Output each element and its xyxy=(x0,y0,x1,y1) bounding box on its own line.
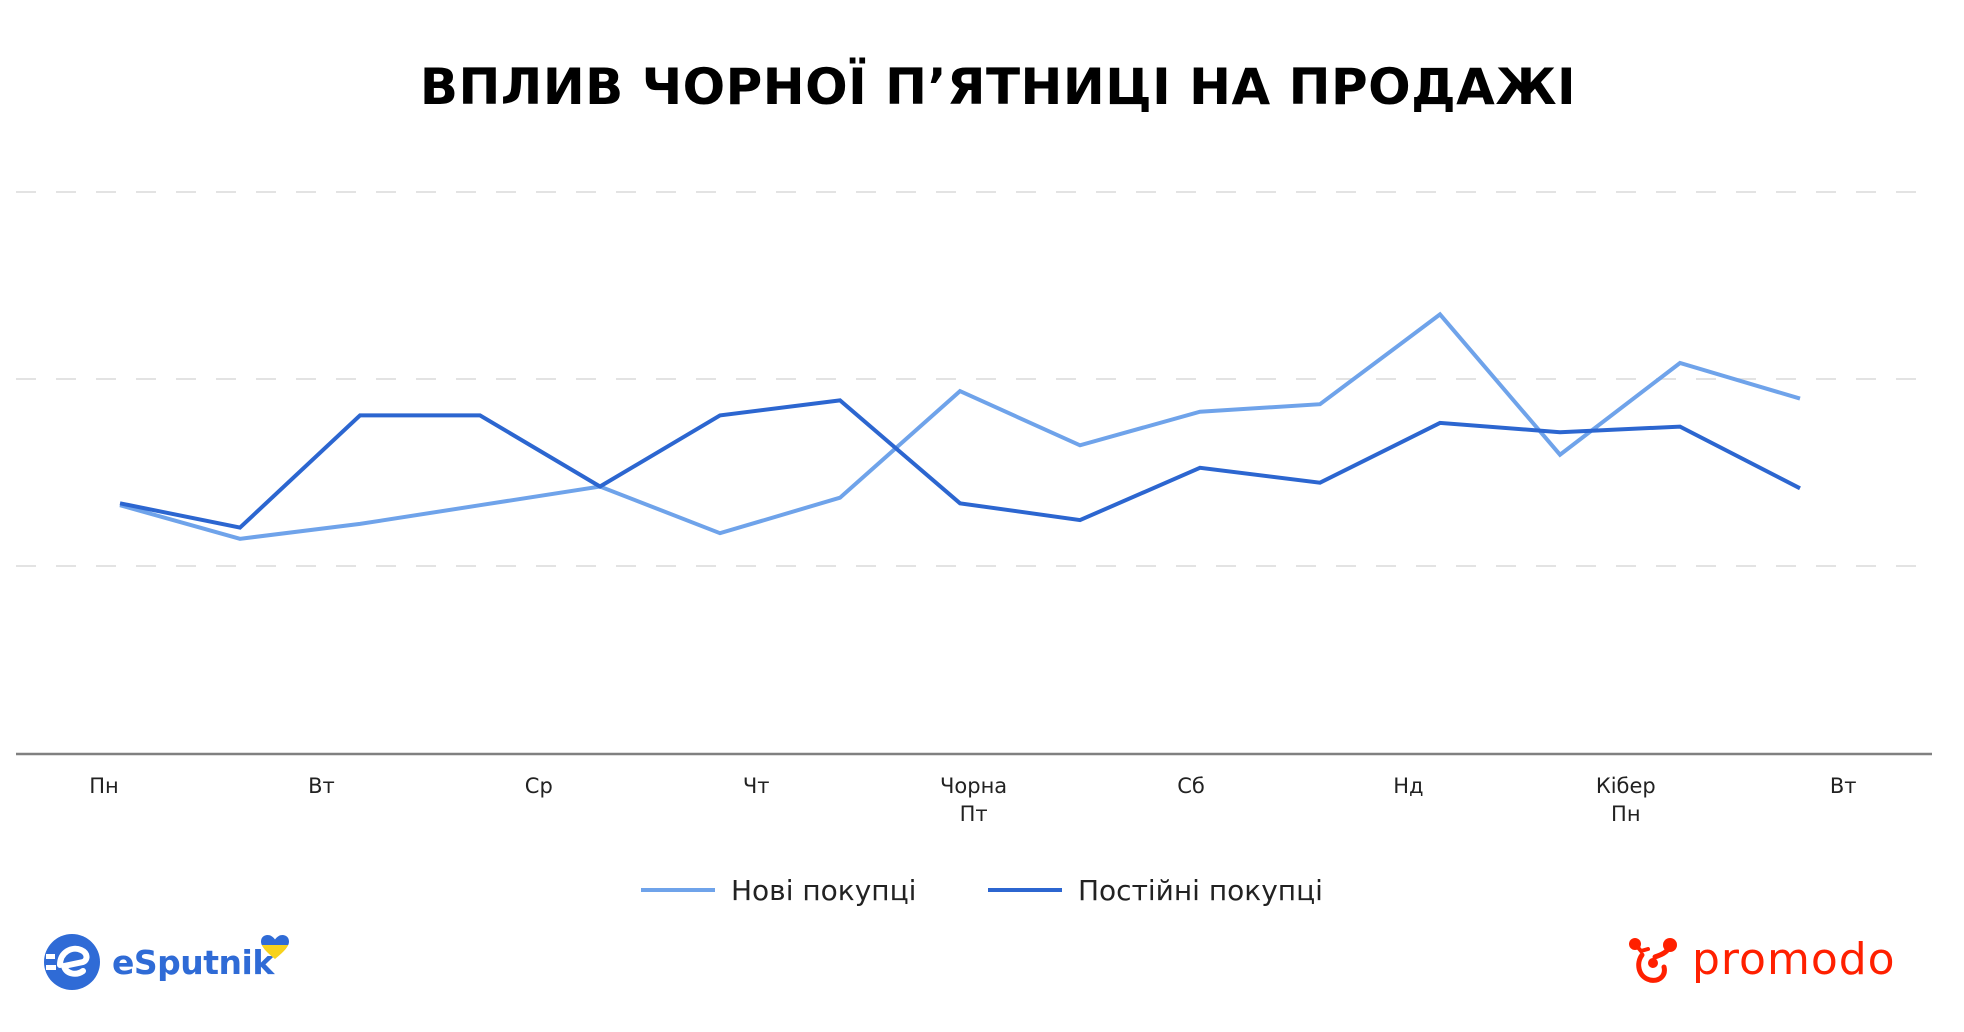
legend: Нові покупці Постійні покупці xyxy=(0,870,1964,910)
legend-swatch-new-customers xyxy=(641,888,715,892)
esputnik-e-icon xyxy=(44,934,100,990)
x-axis-label: Сб xyxy=(1177,774,1205,798)
chart-title: ВПЛИВ ЧОРНОЇ П’ЯТНИЦІ НА ПРОДАЖІ xyxy=(419,58,1577,116)
x-axis-label: Нд xyxy=(1393,774,1424,798)
esputnik-logo: eSputnik xyxy=(42,932,289,992)
promodo-wordmark: promodo xyxy=(1692,933,1896,985)
series-layer xyxy=(119,311,1801,541)
promodo-logo: promodo xyxy=(1628,934,1896,990)
legend-label: Нові покупці xyxy=(731,873,917,907)
x-axis-label: Чт xyxy=(742,774,770,798)
ukraine-heart-icon xyxy=(261,935,289,959)
legend-swatch-returning-customers xyxy=(988,888,1062,892)
x-axis-label: Ср xyxy=(524,774,553,798)
x-axis-label: Пн xyxy=(89,774,119,798)
legend-item-new-customers[interactable]: Нові покупці xyxy=(641,870,916,910)
x-axis-label: Вт xyxy=(1829,774,1857,798)
gridlines xyxy=(16,191,1932,567)
x-axis-label: Чорна Пт xyxy=(940,774,1008,826)
series-line-returning-customers xyxy=(119,398,1801,530)
legend-label: Постійні покупці xyxy=(1078,873,1323,907)
legend-item-returning-customers[interactable]: Постійні покупці xyxy=(988,870,1323,910)
x-axis-label: Кібер Пн xyxy=(1595,774,1656,826)
series-line-new-customers xyxy=(119,311,1801,541)
x-axis-label: Вт xyxy=(308,774,335,798)
promodo-molecule-icon xyxy=(1629,938,1677,983)
esputnik-wordmark: eSputnik xyxy=(112,942,274,982)
